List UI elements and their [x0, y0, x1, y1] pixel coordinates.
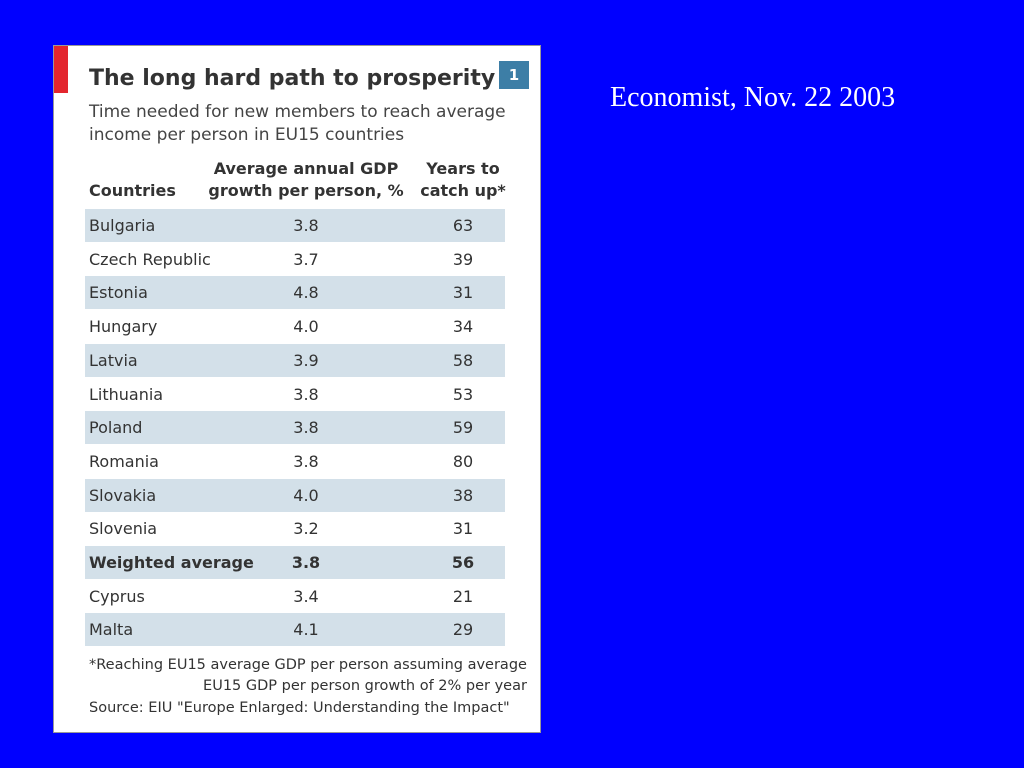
table-row: Slovakia 4.0 38 [85, 478, 505, 512]
value-cell: 3.8 [293, 384, 319, 404]
value-cell: 38 [452, 485, 474, 505]
country: Bulgaria [89, 216, 156, 235]
value-cell: 58 [452, 350, 474, 370]
table-row: Romania 3.8 80 [85, 445, 505, 478]
country: Slovakia [89, 485, 157, 505]
value-cell: 4.8 [293, 283, 319, 303]
footnote-line: *Reaching EU15 average GDP per person as… [89, 657, 527, 673]
table-row: Cyprus 3.4 21 [85, 580, 505, 613]
table-row: Czech Republic 3.7 39 [85, 243, 505, 276]
value-cell: 63 [452, 216, 474, 235]
country: Estonia [89, 283, 148, 303]
country: Poland [89, 418, 143, 438]
country: Hungary [89, 317, 158, 337]
value-cell: 59 [452, 418, 474, 438]
value-cell: 56 [451, 553, 475, 572]
value-cell: 4.0 [293, 485, 319, 505]
country: Lithuania [89, 384, 164, 404]
value-cell: 3.7 [293, 249, 319, 269]
card: The long hard path to prosperity 1 Time … [53, 45, 541, 733]
value-cell: 3.8 [293, 451, 319, 471]
value-cell: 3.8 [293, 418, 319, 438]
table-row: Bulgaria 3.8 63 [85, 209, 505, 242]
country: Romania [89, 451, 159, 471]
source: Source: EIU "Europe Enlarged: Understand… [89, 700, 510, 716]
header-line: catch up* [420, 181, 506, 200]
country: Slovenia [89, 519, 158, 539]
value-cell: 3.8 [291, 553, 321, 572]
value-cell: 21 [452, 586, 474, 606]
header-line: Countries [89, 181, 176, 200]
badge: 1 [499, 61, 529, 89]
table-row: Estonia 4.8 31 [85, 276, 505, 310]
column-header: Countries [89, 180, 176, 202]
value-cell: 31 [452, 519, 474, 539]
value-cell: 3.2 [293, 519, 319, 539]
footnote-line: EU15 GDP per person growth of 2% per yea… [203, 678, 527, 694]
subtitle: Time needed for new members to reach ave… [89, 101, 506, 147]
table-row: Lithuania 3.8 53 [85, 378, 505, 411]
table-row: Malta 4.1 29 [85, 613, 505, 647]
footnote: *Reaching EU15 average GDP per person as… [89, 655, 527, 697]
red-bar [54, 46, 68, 93]
value-cell: 39 [452, 249, 474, 269]
caption: Economist, Nov. 22 2003 [610, 82, 896, 113]
value-cell: 29 [452, 620, 474, 640]
value-cell: 31 [452, 283, 474, 303]
value-cell: 80 [452, 451, 474, 471]
header-line: Years to [426, 159, 500, 178]
value-cell: 3.4 [293, 586, 319, 606]
column-header: Years to catch up* [363, 158, 563, 202]
table-row: Latvia 3.9 58 [85, 343, 505, 377]
table-row: Weighted average 3.8 56 [85, 546, 505, 579]
value-cell: 53 [452, 384, 474, 404]
subtitle-line: Time needed for new members to reach ave… [89, 102, 506, 122]
country: Czech Republic [89, 249, 211, 269]
value-cell: 4.0 [293, 317, 319, 337]
country: Cyprus [89, 586, 145, 606]
country: Latvia [89, 350, 138, 370]
column-header: Average annual GDP growth per person, % [206, 158, 406, 202]
value-cell: 3.8 [293, 216, 319, 235]
table-row: Hungary 4.0 34 [85, 310, 505, 343]
country: Malta [89, 620, 134, 640]
subtitle-line: income per person in EU15 countries [89, 125, 405, 145]
title: The long hard path to prosperity [89, 66, 496, 91]
country: Weighted average [89, 553, 254, 572]
header-line: growth per person, % [208, 181, 404, 200]
value-cell: 3.9 [293, 350, 319, 370]
table-row: Slovenia 3.2 31 [85, 512, 505, 545]
table-row: Poland 3.8 59 [85, 411, 505, 445]
header-line: Average annual GDP [213, 159, 399, 178]
value-cell: 4.1 [293, 620, 319, 640]
value-cell: 34 [452, 317, 474, 337]
